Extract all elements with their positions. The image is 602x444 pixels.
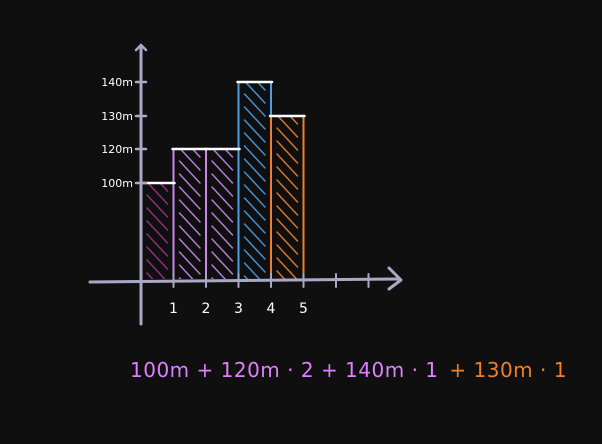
bar-hatch	[276, 116, 299, 279]
x-tick-label-2: 2	[202, 301, 211, 317]
x-axis-line	[88, 277, 400, 284]
x-tick-label-4: 4	[267, 301, 276, 317]
formula-part1: 100m + 120m · 2 + 140m · 1	[130, 358, 439, 382]
y-tick-label-100: 100m	[101, 177, 133, 190]
bar-2	[172, 148, 207, 279]
x-ticks-layer: 1 2 3 4 5	[169, 273, 370, 317]
y-tick-label-120: 120m	[101, 143, 133, 156]
bar-outline	[172, 148, 207, 279]
x-tick-label-5: 5	[299, 301, 308, 317]
formula-text: 100m + 120m · 2 + 140m · 1 + 130m · 1	[130, 358, 567, 382]
x-tick-label-1: 1	[169, 301, 178, 317]
bar-hatch	[211, 149, 234, 279]
bar-5	[270, 115, 305, 279]
x-tick-label-3: 3	[234, 301, 243, 317]
formula-part2: + 130m · 1	[449, 358, 567, 382]
y-axis-arrow-icon	[134, 43, 148, 52]
y-ticks-layer: 100m 120m 130m 140m	[101, 76, 148, 190]
bar-outline	[205, 148, 240, 279]
bar-caps-layer	[138, 80, 306, 185]
x-axis-arrow-icon	[387, 266, 403, 291]
bar-outline	[270, 115, 305, 279]
bar-hatch	[146, 183, 169, 279]
bars-layer	[140, 81, 305, 279]
y-tick-label-130: 130m	[101, 110, 133, 123]
bar-outline	[237, 81, 272, 279]
bar-hatch	[178, 149, 201, 279]
bar-4	[237, 81, 272, 279]
y-tick-label-140: 140m	[101, 76, 133, 89]
bar-hatch	[243, 82, 266, 279]
